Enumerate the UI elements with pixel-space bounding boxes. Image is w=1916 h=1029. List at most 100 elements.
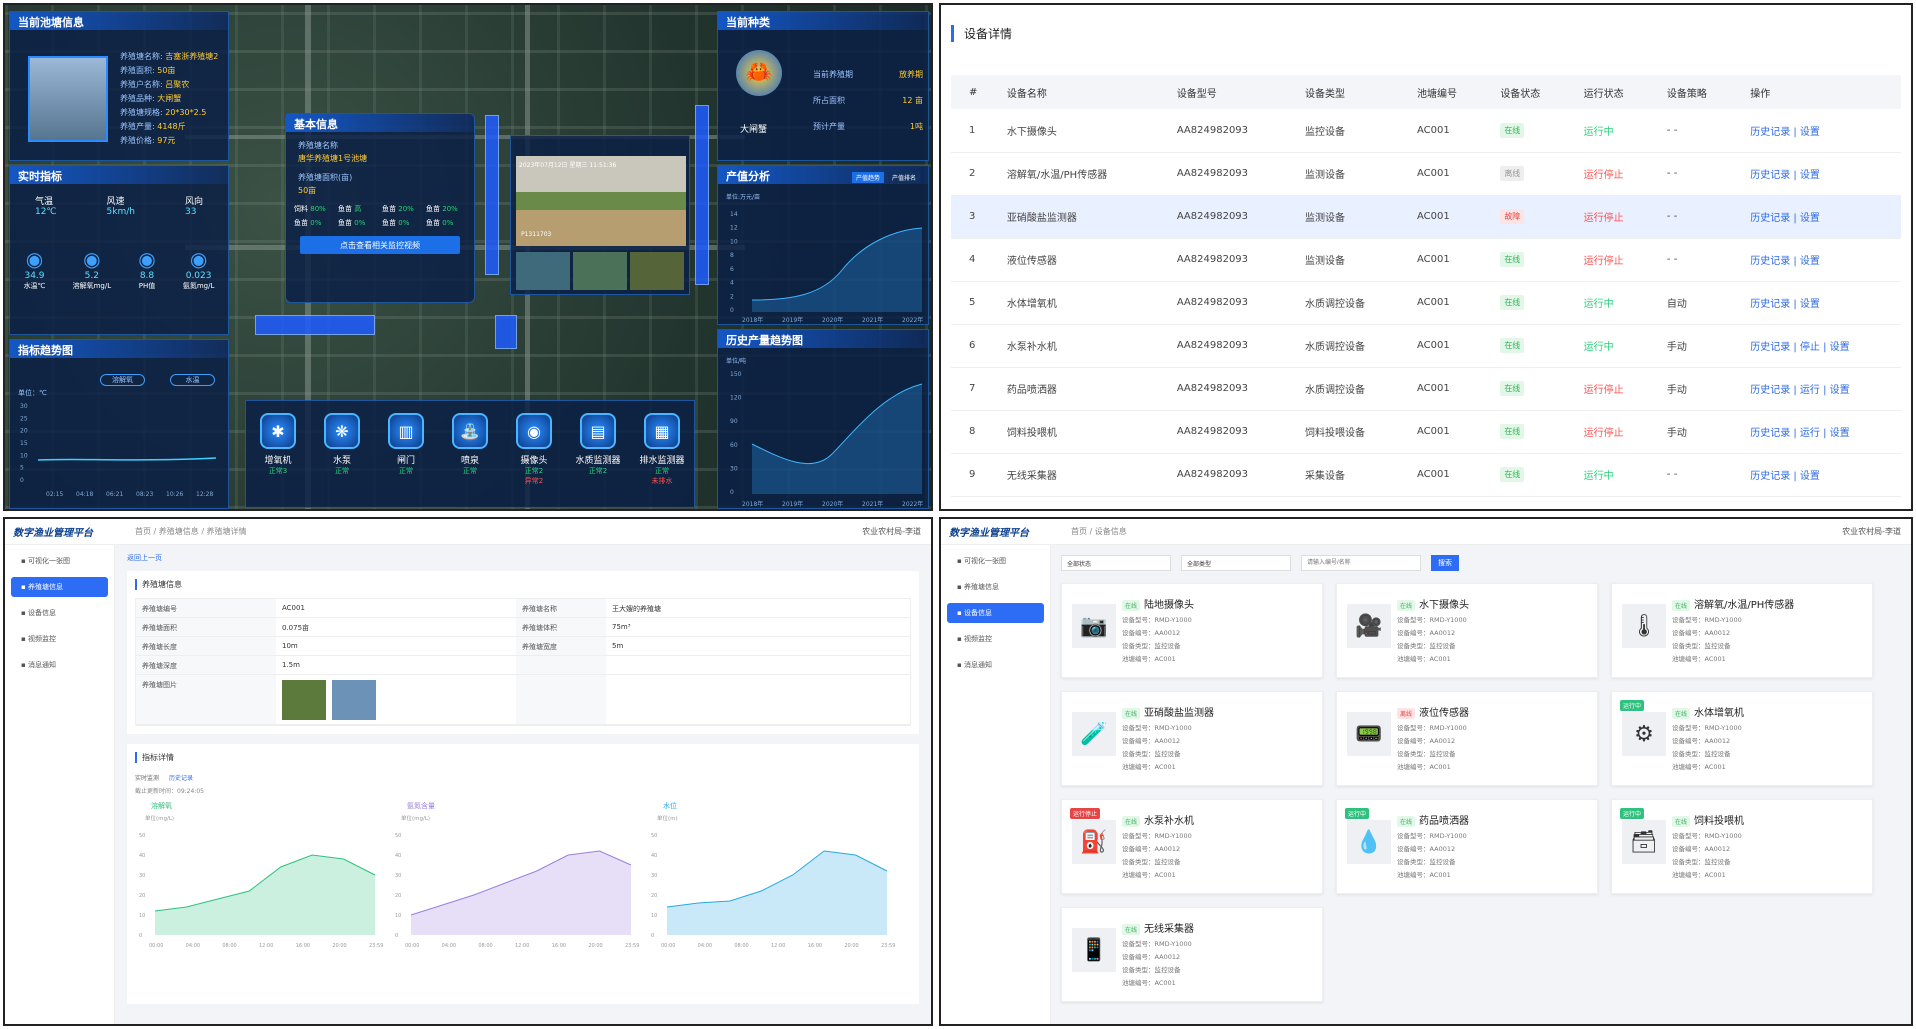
cell-text: AC001: [1417, 124, 1450, 136]
y-tick-label: 0: [139, 933, 142, 939]
action-links[interactable]: 历史记录 | 设置: [1750, 471, 1820, 482]
sidebar-item[interactable]: ▪ 可视化一张图: [947, 551, 1044, 571]
sidebar-item[interactable]: ▪ 视频监控: [11, 629, 108, 649]
device-item[interactable]: ❋ 水泵 正常: [313, 413, 371, 486]
device-card[interactable]: 📱 在线 无线采集器 设备型号：RMD-Y1000 设备编号：AA0012 设备类型：监控…: [1061, 907, 1323, 1002]
view-video-button[interactable]: 点击查看相关监控视频: [300, 236, 460, 254]
sidebar-item[interactable]: ▪ 视频监控: [947, 629, 1044, 649]
thumbnail[interactable]: [516, 252, 570, 290]
table-row[interactable]: 8 饲料投喂机 AA824982093 饲料投喂设备 AC001 在线 运行停止 手动 历史记录…: [951, 410, 1901, 454]
table-cell: 手动: [1648, 324, 1733, 368]
action-links[interactable]: 历史记录 | 停止 | 设置: [1750, 342, 1850, 353]
cell-text: 水体增氧机: [1006, 299, 1057, 310]
device-item[interactable]: ▦ 排水监测器 正常 未排水: [633, 413, 691, 486]
table-cell: AC001: [1399, 238, 1483, 282]
column-header: 运行状态: [1565, 75, 1649, 109]
video-cam-id: P1311703: [521, 231, 552, 238]
cell-text: 水质调控设备: [1304, 299, 1365, 310]
device-item[interactable]: ⛲ 喷泉 正常: [441, 413, 499, 486]
video-frame[interactable]: [516, 156, 686, 246]
pond-photo[interactable]: [332, 680, 376, 720]
indicator-tab[interactable]: 历史记录: [169, 775, 194, 782]
thumbnail[interactable]: [573, 252, 627, 290]
action-links[interactable]: 历史记录 | 运行 | 设置: [1750, 385, 1850, 396]
meta-line: 设备型号：RMD-Y1000: [1122, 832, 1192, 840]
pond-photo[interactable]: [282, 680, 326, 720]
user-menu[interactable]: 农业农村局-李道: [1842, 527, 1901, 536]
action-links[interactable]: 历史记录 | 设置: [1750, 256, 1820, 267]
device-card-title: 在线 饲料投喂机: [1672, 812, 1744, 827]
table-row[interactable]: 5 水体增氧机 AA824982093 水质调控设备 AC001 在线 运行中 自动 历史记录 …: [951, 281, 1901, 325]
table-row[interactable]: 3 亚硝酸盐监测器 AA824982093 监测设备 AC001 故障 运行停止 - - 历史记…: [951, 195, 1901, 239]
table-row[interactable]: 9 无线采集器 AA824982093 采集设备 AC001 在线 运行中 - - 历史记录 |…: [951, 453, 1901, 497]
device-item[interactable]: ◉ 摄像头 正常2 异常2: [505, 413, 563, 486]
device-card[interactable]: ⚙ 运行中 在线 水体增氧机 设备型号：RMD-Y1000 设备编号：AA0012 设备类型…: [1611, 691, 1873, 786]
sidebar-item[interactable]: ▪ 消息通知: [947, 655, 1044, 675]
x-tick-label: 06:21: [106, 491, 123, 498]
sidebar-item[interactable]: ▪ 可视化一张图: [11, 551, 108, 571]
cell-text: AA824982093: [1176, 340, 1249, 351]
sidebar-item[interactable]: ▪ 养殖塘信息: [947, 577, 1044, 597]
device-card[interactable]: 🧪 在线 亚硝酸盐监测器 设备型号：RMD-Y1000 设备编号：AA0012 设备类型：…: [1061, 691, 1323, 786]
device-card[interactable]: 💧 运行中 在线 药品喷洒器 设备型号：RMD-Y1000 设备编号：AA0012 设备类型…: [1336, 799, 1598, 894]
search-button[interactable]: 搜索: [1431, 555, 1459, 571]
status-badge: 在线: [1672, 707, 1691, 719]
status-filter[interactable]: 全部状态: [1061, 555, 1171, 571]
user-menu[interactable]: 农业农村局-李道: [862, 527, 921, 536]
table-cell: 3: [951, 195, 989, 239]
output-tab[interactable]: 产值排名: [887, 172, 920, 183]
trend-select-2[interactable]: 水温: [170, 374, 215, 386]
indicator-tab[interactable]: 实时监测: [135, 775, 160, 782]
device-card[interactable]: 🗃 运行中 在线 饲料投喂机 设备型号：RMD-Y1000 设备编号：AA0012 设备类型…: [1611, 799, 1873, 894]
y-tick-label: 30: [730, 465, 738, 472]
action-links[interactable]: 历史记录 | 运行 | 设置: [1750, 428, 1850, 439]
device-item[interactable]: ▥ 闸门 正常: [377, 413, 435, 486]
type-filter[interactable]: 全部类型: [1181, 555, 1291, 571]
sidebar-item[interactable]: ▪ 养殖塘信息: [11, 577, 108, 597]
search-input[interactable]: [1301, 555, 1421, 571]
table-row[interactable]: 6 水泵补水机 AA824982093 水质调控设备 AC001 在线 运行中 手动 历史记录 …: [951, 324, 1901, 368]
table-cell: 在线: [1482, 410, 1566, 454]
device-card-title: 在线 亚硝酸盐监测器: [1122, 704, 1214, 719]
device-icon: ▤: [580, 413, 616, 449]
table-row[interactable]: 1 水下摄像头 AA824982093 监控设备 AC001 在线 运行中 - - 历史记录 |…: [951, 109, 1901, 153]
meta-line: 设备编号：AA0012: [1122, 737, 1181, 745]
pond-photo: [28, 56, 108, 142]
output-tab[interactable]: 产值趋势: [851, 172, 884, 183]
device-card[interactable]: 🌡 在线 溶解氧/水温/PH传感器 设备型号：RMD-Y1000 设备编号：AA0012…: [1611, 583, 1873, 678]
table-row[interactable]: 4 液位传感器 AA824982093 监测设备 AC001 在线 运行停止 - - 历史记录 …: [951, 238, 1901, 282]
action-links[interactable]: 历史记录 | 设置: [1750, 299, 1820, 310]
action-links[interactable]: 历史记录 | 设置: [1750, 213, 1820, 224]
device-card[interactable]: 📟 离线 液位传感器 设备型号：RMD-Y1000 设备编号：AA0012 设备类型：监控…: [1336, 691, 1598, 786]
action-links[interactable]: 历史记录 | 设置: [1750, 170, 1820, 181]
metric-label: 氨氮mg/L: [182, 282, 215, 290]
device-card[interactable]: 📷 在线 陆地摄像头 设备型号：RMD-Y1000 设备编号：AA0012 设备类型：监控…: [1061, 583, 1323, 678]
device-card[interactable]: 🎥 在线 水下摄像头 设备型号：RMD-Y1000 设备编号：AA0012 设备类型：监控…: [1336, 583, 1598, 678]
device-card[interactable]: ⛽ 运行停止 在线 水泵补水机 设备型号：RMD-Y1000 设备编号：AA0012 设备类…: [1061, 799, 1323, 894]
device-card-title: 在线 陆地摄像头: [1122, 596, 1194, 611]
table-cell: 水泵补水机: [988, 324, 1159, 368]
table-row[interactable]: 2 溶解氧/水温/PH传感器 AA824982093 监测设备 AC001 离线 运行停止 -…: [951, 152, 1901, 196]
meta-line: 设备型号：RMD-Y1000: [1397, 724, 1467, 732]
table-cell: AA824982093: [1158, 195, 1287, 239]
y-tick-label: 14: [730, 211, 738, 218]
device-item[interactable]: ▤ 水质监测器 正常2: [569, 413, 627, 486]
sidebar-item[interactable]: ▪ 设备信息: [11, 603, 108, 623]
species-panel: 当前种类 🦀 大闸蟹 当前养殖期 放养期 所占面积 12 亩预计产量 1吨: [717, 11, 929, 161]
status-badge: 离线: [1397, 707, 1416, 719]
x-tick-label: 04:18: [76, 491, 93, 498]
back-link[interactable]: 返回上一页: [127, 554, 162, 562]
page-title: 设备详情: [951, 25, 1911, 42]
x-tick-label: 16:00: [808, 943, 822, 949]
device-item[interactable]: ✱ 增氧机 正常3: [249, 413, 307, 486]
sidebar-item[interactable]: ▪ 消息通知: [11, 655, 108, 675]
trend-select-1[interactable]: 溶解氧: [100, 374, 145, 386]
thumbnail[interactable]: [630, 252, 684, 290]
action-links[interactable]: 历史记录 | 设置: [1750, 126, 1820, 138]
cell-text: 水质调控设备: [1304, 385, 1365, 396]
device-detail-screen: 设备详情 # 设备名称 设备型号 设备类型 池塘编号 设备状态 运行状态 设备策略 操作 1 水下…: [939, 3, 1913, 511]
table-row[interactable]: 7 药品喷洒器 AA824982093 水质调控设备 AC001 在线 运行停止 手动 历史记录…: [951, 367, 1901, 411]
sidebar-item[interactable]: ▪ 设备信息: [947, 603, 1044, 623]
brand-logo: 数字渔业管理平台: [13, 528, 93, 539]
meta-line: 池塘编号：AC001: [1397, 763, 1451, 771]
